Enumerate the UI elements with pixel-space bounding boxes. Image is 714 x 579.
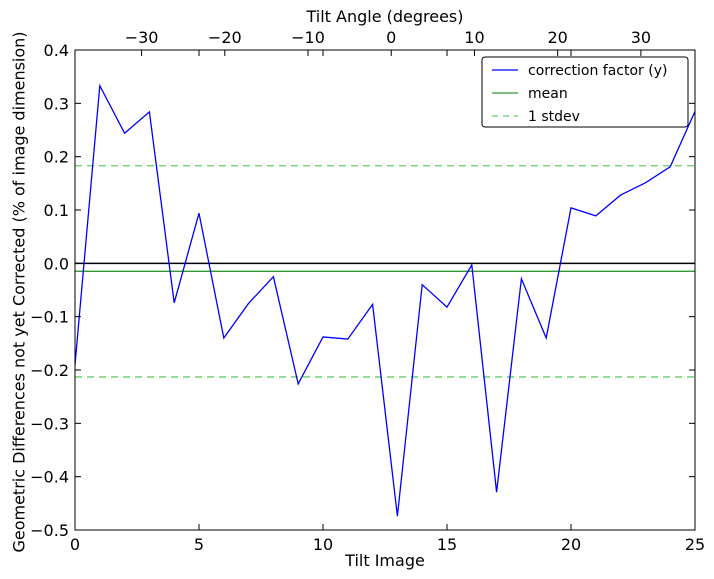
y-tick-label: 0.0: [44, 254, 69, 273]
top-x-tick-label: 20: [548, 28, 568, 47]
top-axis-title: Tilt Angle (degrees): [305, 7, 463, 26]
y-tick-label: 0.3: [44, 94, 69, 113]
chart-ticks: 0 5 10 15 20 25 −0.5 −0.4 −0.3 −0.2 −0.1 0.0 0.1 0.2 0…: [30, 28, 705, 554]
x-tick-label: 15: [437, 535, 457, 554]
y-tick-label: 0.1: [44, 201, 69, 220]
top-x-tick-label: −10: [291, 28, 325, 47]
legend-box: [481, 56, 689, 128]
top-x-tick-label: −20: [208, 28, 242, 47]
legend-label: mean: [528, 86, 568, 102]
legend: correction factor (y) mean 1 stdev: [481, 56, 689, 128]
y-tick-label: 0.4: [44, 41, 69, 60]
plot-frame: [74, 49, 696, 531]
x-tick-label: 5: [194, 535, 204, 554]
chart-lines: [74, 83, 696, 517]
legend-label: correction factor (y): [528, 63, 667, 79]
top-x-tick-label: 0: [386, 28, 396, 47]
x-axis-title: Tilt Image: [344, 551, 425, 570]
y-tick-label: −0.1: [30, 308, 69, 327]
x-tick-label: 0: [70, 535, 80, 554]
y-tick-label: −0.4: [30, 468, 69, 487]
y-tick-label: −0.5: [30, 521, 69, 540]
x-tick-label: 25: [685, 535, 705, 554]
y-tick-label: 0.2: [44, 148, 69, 167]
y-tick-label: −0.3: [30, 414, 69, 433]
top-x-tick-label: −30: [125, 28, 159, 47]
x-tick-label: 10: [313, 535, 333, 554]
y-axis-title: Geometric Differences not yet Corrected …: [10, 31, 29, 552]
y-tick-label: −0.2: [30, 361, 69, 380]
top-x-tick-label: 30: [631, 28, 651, 47]
top-x-tick-label: 10: [464, 28, 484, 47]
legend-label: 1 stdev: [528, 109, 580, 125]
x-tick-label: 20: [561, 535, 581, 554]
correction-factor-line: [74, 83, 696, 517]
